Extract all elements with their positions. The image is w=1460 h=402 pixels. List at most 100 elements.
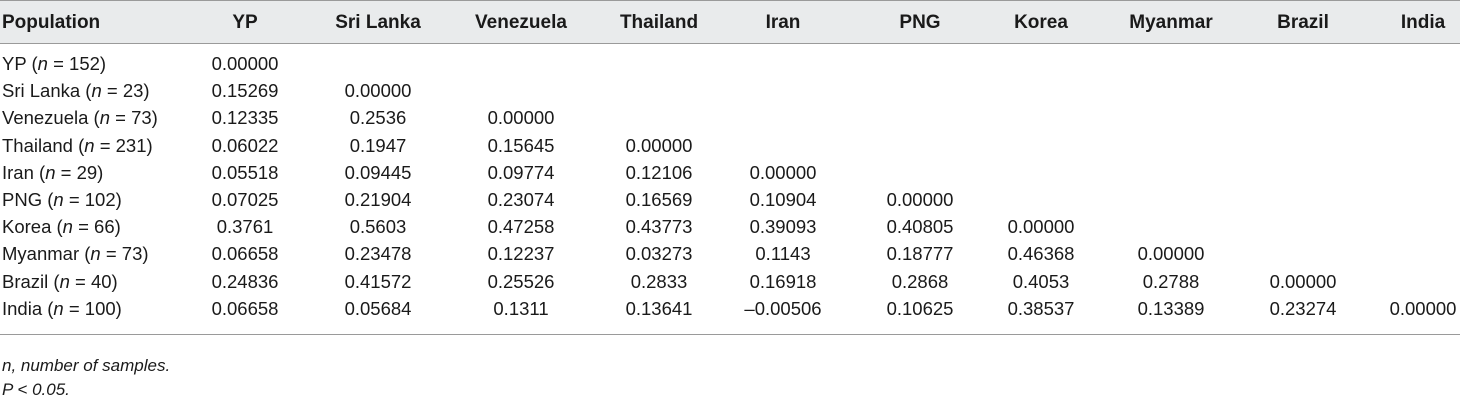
n-symbol: n [45,161,56,183]
fst-value: 0.38537 [1007,297,1075,319]
n-symbol: n [37,53,48,74]
fst-value: 0.2833 [630,270,688,292]
fst-value: 0.00000 [749,161,817,183]
fst-value: 0.5603 [349,216,407,238]
fst-value: 0.12237 [487,243,555,265]
fst-value: 0.16569 [625,189,693,210]
row-label: Sri Lanka (n = 23) [2,77,150,104]
fst-value: 0.2868 [891,270,949,292]
n-symbol: n [62,216,73,238]
row-label: YP (n = 152) [2,50,106,77]
sample-count: = 29) [55,161,104,183]
n-symbol: n [90,243,101,265]
header-brazil: Brazil [1277,12,1329,33]
table-footnotes: n, number of samples. P < 0.05. [2,354,170,402]
table-row: Sri Lanka (n = 23) 0.15269 0.00000 [0,77,1460,104]
row-label: Brazil (n = 40) [2,268,118,295]
population-name: PNG ( [2,189,54,210]
table-row: India (n = 100) 0.06658 0.05684 0.1311 0.136… [0,295,1460,322]
fst-value: 0.10904 [749,189,817,210]
header-iran: Iran [765,12,801,33]
fst-value: 0.00000 [211,53,279,74]
sample-count: = 100) [63,297,122,319]
fst-value: 0.1143 [755,243,811,265]
fst-value: 0.25526 [487,270,555,292]
n-symbol: n [99,107,111,129]
row-label: PNG (n = 102) [2,186,122,213]
fst-value: 0.00000 [1269,270,1337,292]
fst-value: 0.47258 [487,216,555,238]
fst-value: 0.00000 [1137,243,1205,265]
fst-value: 0.06658 [211,243,279,265]
population-name: YP ( [2,53,38,74]
fst-value: 0.10625 [886,297,954,319]
header-yp: YP [232,12,258,33]
header-myanmar: Myanmar [1129,12,1213,33]
header-population: Population [2,12,101,33]
row-label: Venezuela (n = 73) [2,104,158,131]
fst-value: 0.13389 [1137,297,1205,319]
sample-count: = 73) [100,243,149,265]
footnote-samples: n, number of samples. [2,356,171,375]
fst-value: 0.05684 [344,297,412,319]
fst-value: 0.07025 [211,189,279,210]
fst-value: 0.00000 [344,80,412,102]
population-name: India ( [2,297,54,319]
fst-value: 0.41572 [344,270,412,292]
fst-value: 0.00000 [625,134,693,156]
table-row: Thailand (n = 231) 0.06022 0.1947 0.15645 0.… [0,132,1460,159]
table-row: Brazil (n = 40) 0.24836 0.41572 0.25526 0.28… [0,268,1460,295]
fst-value: 0.39093 [749,216,817,238]
fst-value: 0.1311 [493,297,549,319]
header-korea: Korea [1014,12,1068,33]
fst-value: 0.05518 [211,161,279,183]
fst-value: 0.09774 [487,161,555,183]
fst-value: 0.06658 [211,297,279,319]
population-name: Brazil ( [2,270,60,292]
fst-value: –0.00506 [744,297,822,319]
sample-count: = 102) [63,189,122,210]
fst-value: 0.00000 [886,189,954,210]
fst-value: 0.09445 [344,161,412,183]
header-india: India [1400,12,1446,33]
row-label: India (n = 100) [2,295,122,322]
row-label: Korea (n = 66) [2,213,121,240]
fst-value: 0.03273 [625,243,693,265]
population-name: Venezuela ( [2,107,100,129]
population-name: Myanmar ( [2,243,91,265]
table-header-row: Population YP Sri Lanka Venezuela Thailand Ir… [0,0,1460,44]
row-label: Iran (n = 29) [2,159,103,186]
fst-value: 0.2536 [349,107,407,129]
sample-count: = 152) [47,53,107,74]
table-row: Myanmar (n = 73) 0.06658 0.23478 0.12237 0.0… [0,240,1460,267]
sample-count: = 23) [101,80,150,102]
table-row: Venezuela (n = 73) 0.12335 0.2536 0.00000 [0,104,1460,131]
fst-value: 0.15269 [211,80,279,102]
fst-value: 0.2788 [1142,270,1200,292]
population-name: Korea ( [2,216,63,238]
fst-value: 0.23478 [344,243,412,265]
fst-value: 0.1947 [349,134,407,156]
fst-value: 0.3761 [216,216,274,238]
header-png: PNG [899,12,941,33]
row-label: Thailand (n = 231) [2,132,153,159]
table-row: PNG (n = 102) 0.07025 0.21904 0.23074 0.1656… [0,186,1460,213]
population-name: Iran ( [2,161,46,183]
fst-value: 0.15645 [487,134,555,156]
table-row: Iran (n = 29) 0.05518 0.09445 0.09774 0.1210… [0,159,1460,186]
fst-value: 0.23074 [487,189,555,210]
n-symbol: n [59,270,70,292]
row-label: Myanmar (n = 73) [2,240,149,267]
header-thailand: Thailand [619,12,699,33]
fst-value: 0.12335 [211,107,279,129]
fst-value: 0.12106 [625,161,693,183]
header-venezuela: Venezuela [475,12,567,33]
fst-value: 0.00000 [1007,216,1075,238]
population-name: Sri Lanka ( [2,80,92,102]
header-sri-lanka: Sri Lanka [335,12,421,33]
table-row: Korea (n = 66) 0.3761 0.5603 0.47258 0.43773… [0,213,1460,240]
sample-count: = 73) [110,107,158,129]
fst-value: 0.23274 [1269,297,1337,319]
table-body: YP (n = 152) 0.00000 Sri Lanka (n = 23) 0.1… [0,44,1460,335]
fst-value: 0.4053 [1012,270,1070,292]
